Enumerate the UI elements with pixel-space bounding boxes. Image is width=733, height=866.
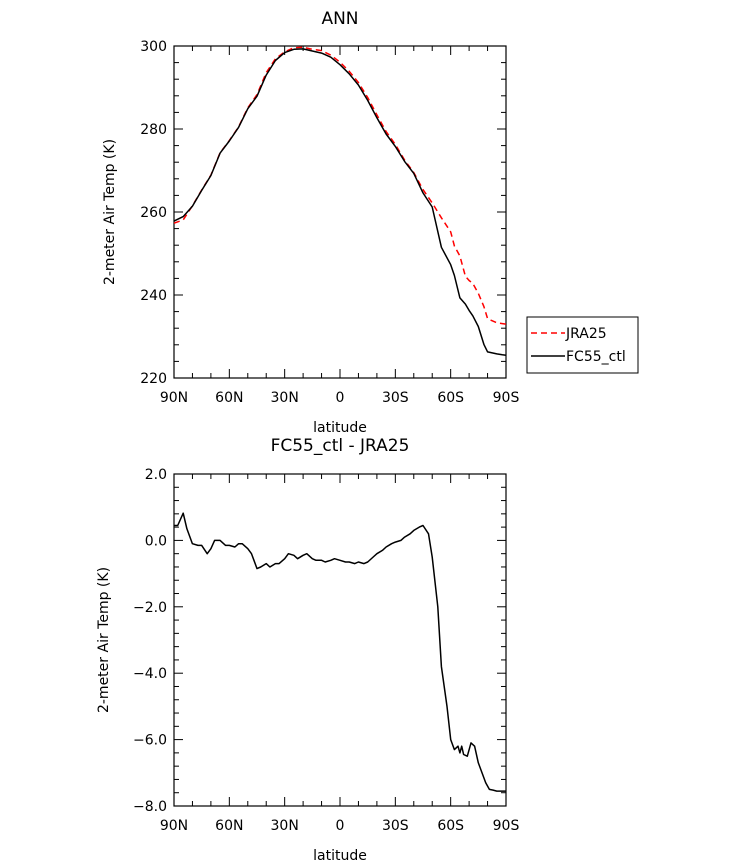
legend: JRA25 FC55_ctl bbox=[526, 316, 639, 374]
chart-panel-difference: FC55_ctl - JRA25 −8.0−6.0−4.0−2.00.02.0 … bbox=[96, 436, 519, 864]
series-line-fc55-ctl bbox=[173, 48, 507, 356]
x-tick-label: 60S bbox=[437, 390, 464, 406]
y-tick-label: 300 bbox=[140, 39, 167, 55]
x-tick-label: 0 bbox=[336, 390, 345, 406]
x-tick-label: 30N bbox=[271, 390, 299, 406]
x-tick-label: 90S bbox=[493, 390, 520, 406]
x-tick-label: 30S bbox=[382, 390, 409, 406]
x-tick-label: 90N bbox=[160, 390, 188, 406]
series-line-difference bbox=[174, 512, 506, 792]
legend-label-fc55: FC55_ctl bbox=[566, 349, 626, 365]
y-tick-label: −4.0 bbox=[133, 666, 167, 682]
plot-frame-2 bbox=[173, 473, 507, 807]
x-tick-label: 90S bbox=[493, 818, 520, 834]
x-tick-label: 30S bbox=[382, 818, 409, 834]
legend-box bbox=[526, 316, 639, 374]
x-tick-label: 60N bbox=[215, 390, 243, 406]
legend-label-jra25: JRA25 bbox=[565, 326, 607, 342]
y-tick-label: 280 bbox=[140, 122, 167, 138]
y-tick-label: 0.0 bbox=[145, 533, 167, 549]
x-tick-label: 0 bbox=[336, 818, 345, 834]
x-axis-label-2: latitude bbox=[313, 848, 367, 864]
chart-title-2: FC55_ctl - JRA25 bbox=[271, 436, 410, 456]
y-tick-label: 260 bbox=[140, 205, 167, 221]
x-tick-label: 30N bbox=[271, 818, 299, 834]
y-axis-label: 2-meter Air Temp (K) bbox=[102, 139, 118, 285]
plot-frame bbox=[173, 45, 507, 379]
y-tick-label: −6.0 bbox=[133, 733, 167, 749]
x-tick-label: 90N bbox=[160, 818, 188, 834]
y-tick-label: 220 bbox=[140, 371, 167, 387]
y-tick-label: −2.0 bbox=[133, 600, 167, 616]
x-tick-label: 60N bbox=[215, 818, 243, 834]
y-axis-label-2: 2-meter Air Temp (K) bbox=[96, 567, 112, 713]
y-tick-label: 240 bbox=[140, 288, 167, 304]
x-axis-label: latitude bbox=[313, 420, 367, 436]
chart-title: ANN bbox=[321, 9, 358, 29]
x-tick-label: 60S bbox=[437, 818, 464, 834]
y-tick-label: −8.0 bbox=[133, 799, 167, 815]
y-tick-label: 2.0 bbox=[145, 467, 167, 483]
